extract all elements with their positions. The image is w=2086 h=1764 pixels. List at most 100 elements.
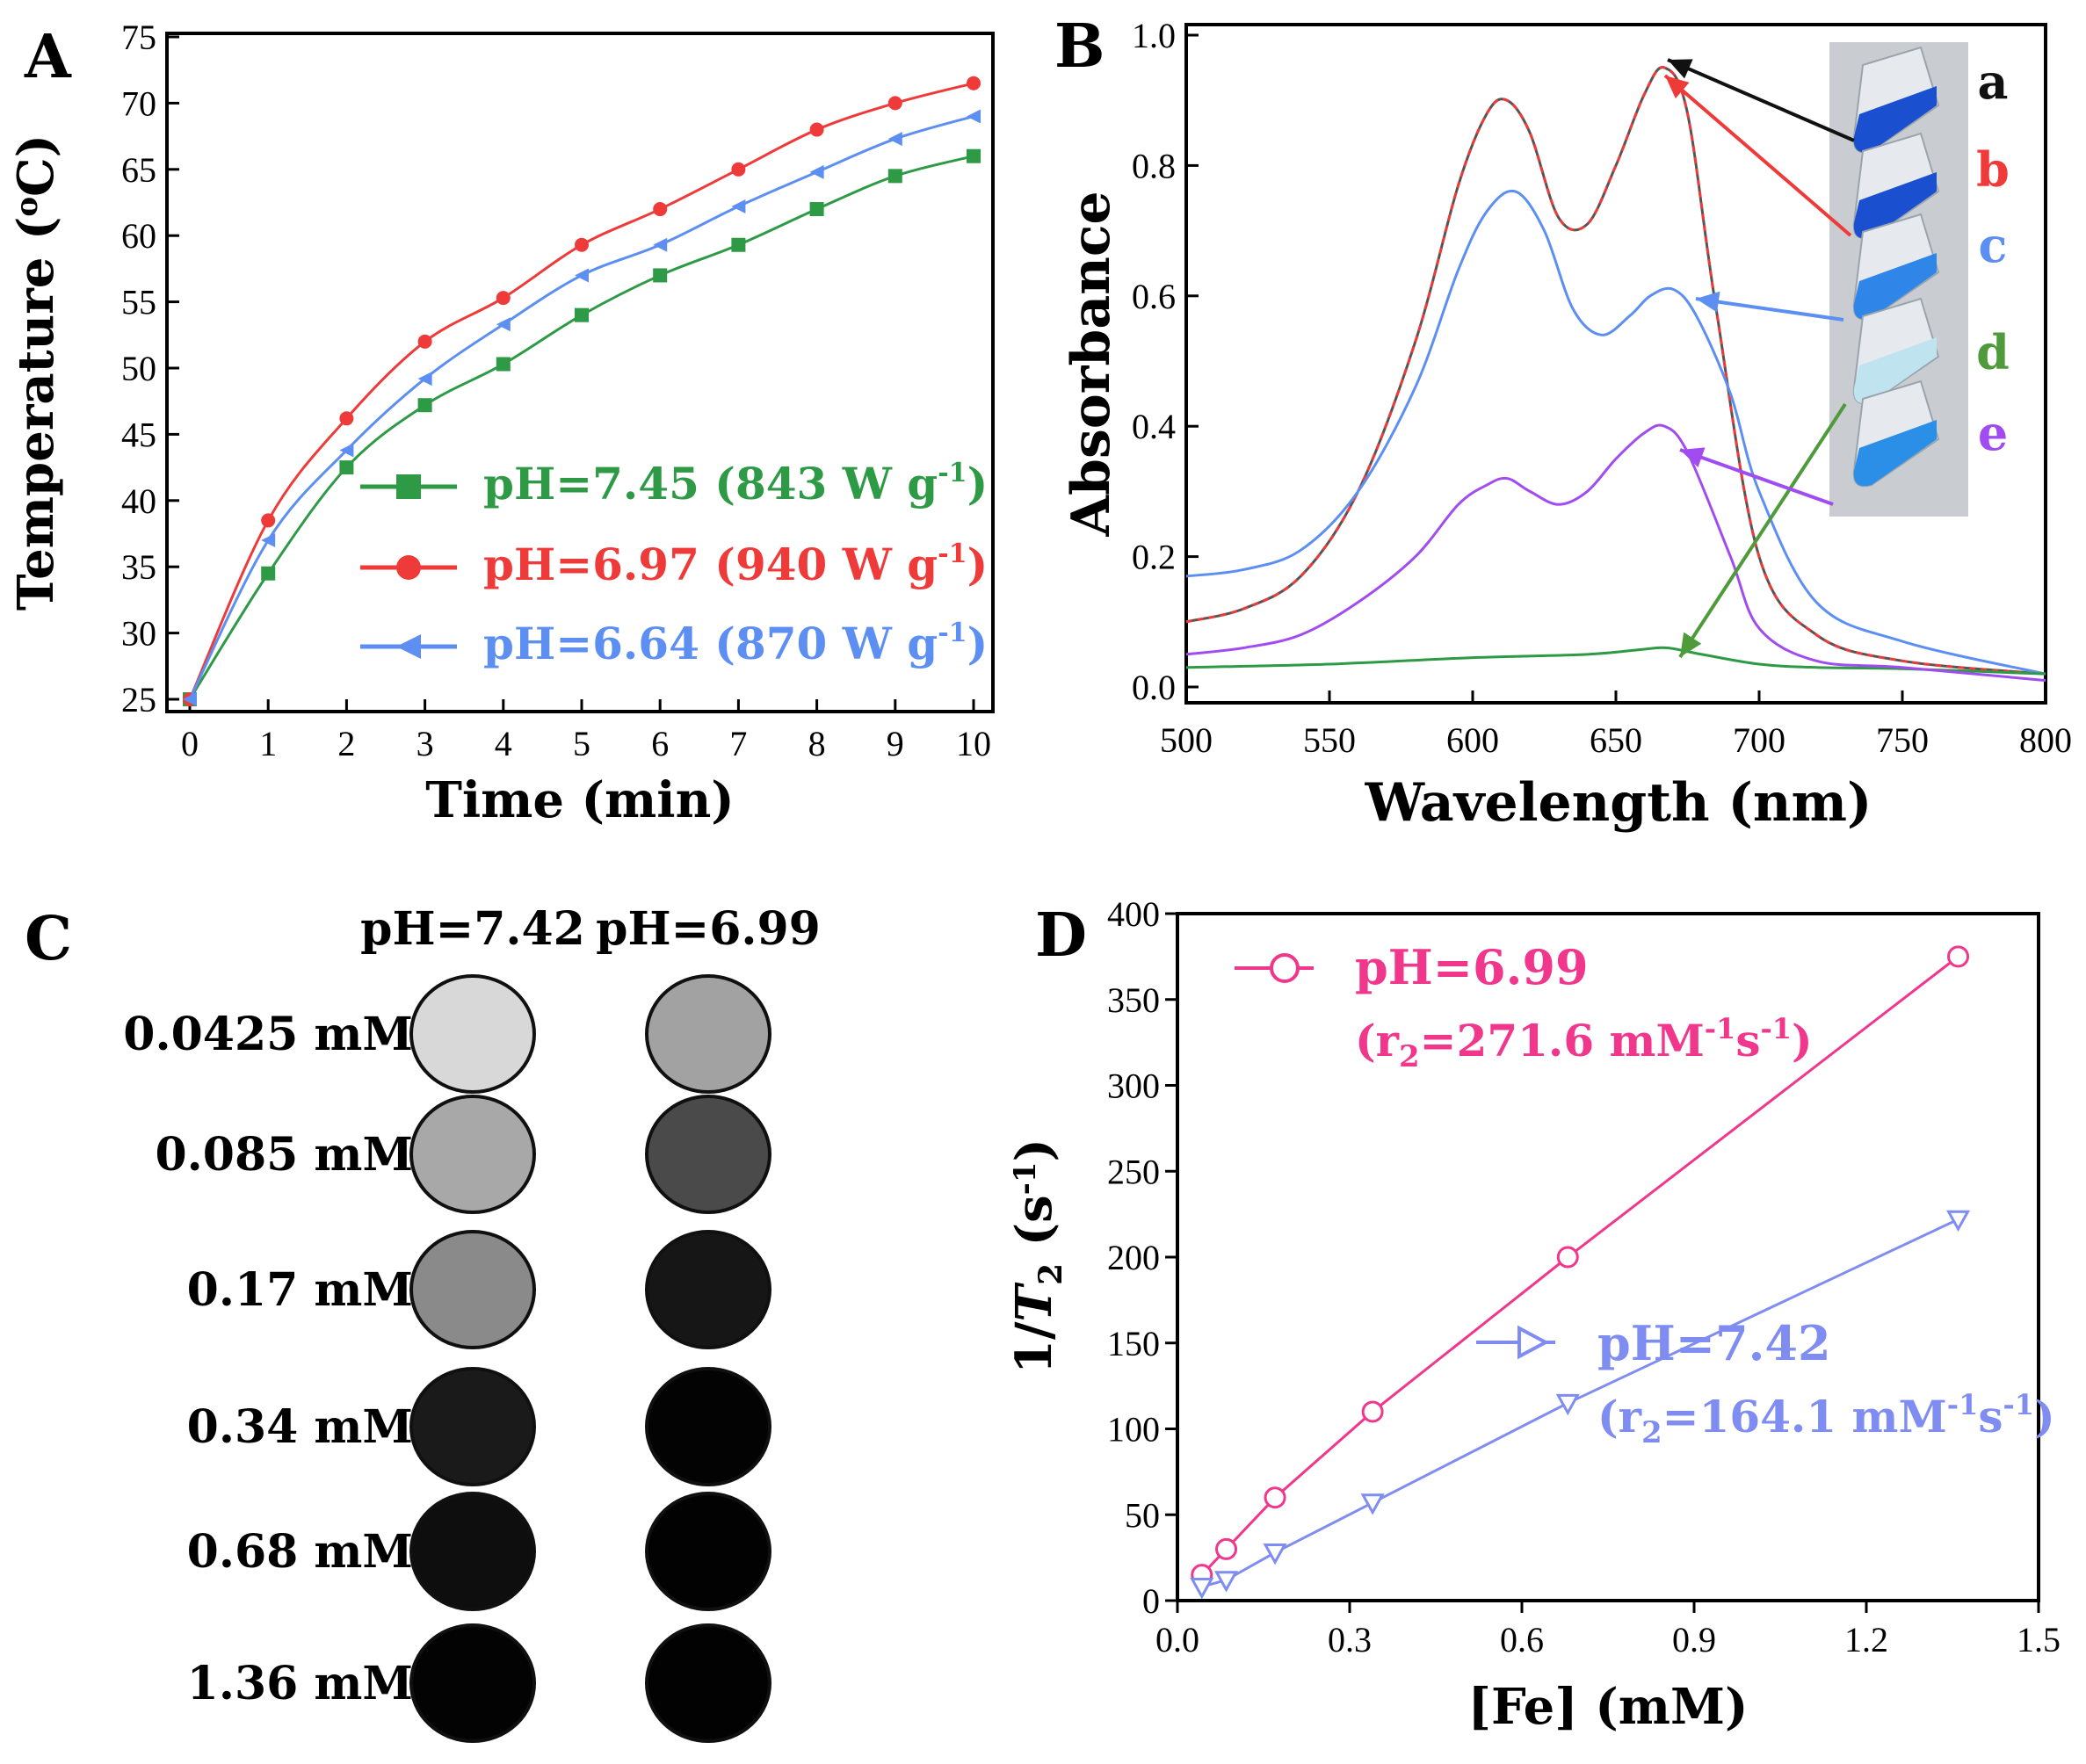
a-data-point — [417, 372, 432, 387]
a-data-point — [496, 291, 511, 306]
d-ytick-label: 300 — [1107, 1066, 1160, 1106]
a-ytick-label: 30 — [121, 614, 156, 654]
d-data-point — [1947, 945, 1970, 968]
chart-a-ylabel: Temperature (oC) — [7, 134, 65, 611]
mri-row-label: 0.34 mM — [187, 1400, 413, 1454]
b-xtick-label: 500 — [1160, 720, 1213, 760]
mri-spot-742 — [409, 1492, 536, 1611]
d-ytick-label: 50 — [1125, 1495, 1160, 1535]
a-series-line-0 — [188, 155, 974, 700]
b-series-line-e — [1185, 423, 2046, 683]
mri-spot-742 — [409, 1623, 536, 1743]
arrow-head-4 — [1680, 447, 1706, 468]
d-xtick-label: 0.9 — [1672, 1620, 1716, 1659]
a-ytick-label: 60 — [121, 216, 156, 256]
chart-a-xlabel: Time (min) — [425, 771, 735, 829]
chart-d: D 0.0 0.3 0.6 0.9 1.2 1.5 0 50 100 150 200 250 300 3… — [1005, 894, 2061, 1736]
a-data-point — [261, 566, 276, 581]
mri-spot-699 — [645, 1623, 771, 1743]
d-data-point — [1945, 1210, 1971, 1233]
mri-spot-742 — [409, 1367, 536, 1486]
chart-a-frame — [165, 32, 995, 713]
vial-liquid — [1853, 420, 1937, 487]
chart-a-y-ticks: 25 30 35 40 45 50 55 60 65 70 75 — [121, 18, 179, 719]
a-xtick-label: 1 — [259, 724, 277, 763]
chart-d-ylabel: 1/T2 (s-1) — [1005, 1139, 1069, 1374]
b-xtick-label: 550 — [1303, 720, 1356, 760]
a-data-point — [731, 237, 746, 252]
chart-b-arrows — [1663, 58, 1855, 659]
vial-e — [1852, 380, 1940, 488]
chart-a-legend: pH=7.45 (843 W g-1) pH=6.97 (940 W g-1) pH… — [360, 458, 988, 669]
mri-column-ph-699: pH=6.99 — [596, 902, 821, 956]
arrow-line-2 — [1695, 297, 1844, 322]
a-data-point — [967, 148, 981, 163]
a-ytick-label: 45 — [121, 415, 156, 454]
b-ytick-label: 0.8 — [1132, 146, 1176, 185]
a-data-point — [731, 162, 746, 177]
chart-a-series — [183, 76, 981, 706]
mri-row-label: 0.17 mM — [187, 1263, 413, 1317]
a-xtick-label: 2 — [337, 724, 355, 763]
mri-rows: 0.0425 mM 0.085 mM 0.17 mM 0.34 mM 0.68 mM 1.… — [123, 974, 771, 1743]
a-data-point — [809, 164, 824, 179]
mri-spot-742 — [409, 974, 536, 1094]
a-data-point — [887, 132, 902, 147]
a-data-point — [653, 268, 668, 283]
mri-panel-c: C pH=7.42 pH=6.99 0.0425 mM 0.085 mM 0.17 … — [25, 902, 821, 1743]
mri-column-ph-742: pH=7.42 — [360, 902, 585, 956]
a-data-point — [967, 76, 981, 90]
vial-a — [1852, 46, 1940, 154]
d-ytick-label: 200 — [1107, 1238, 1160, 1277]
panel-label-c: C — [25, 904, 72, 974]
a-data-point — [809, 202, 824, 217]
a-legend-marker — [396, 474, 421, 499]
a-data-point — [261, 533, 276, 548]
d-data-point — [1215, 1537, 1238, 1560]
arrow-line-1 — [1663, 74, 1852, 237]
a-data-point — [887, 96, 902, 111]
arrow-head-2 — [1696, 291, 1720, 313]
mri-spot-699 — [645, 1492, 771, 1611]
a-xtick-label: 6 — [651, 724, 669, 763]
d-xtick-label: 0.0 — [1155, 1620, 1199, 1659]
chart-b-x-ticks: 500 550 600 650 700 750 800 — [1160, 690, 2072, 760]
d-ytick-label: 400 — [1107, 894, 1160, 934]
arrow-head-0 — [1668, 59, 1693, 79]
panel-label-d: D — [1035, 900, 1087, 971]
a-data-point — [417, 334, 432, 349]
a-data-point — [653, 202, 668, 217]
mri-spot-699 — [645, 1230, 771, 1349]
a-data-point — [496, 317, 511, 332]
vial-d — [1852, 297, 1940, 405]
vial-photo-inset — [1829, 42, 1968, 517]
a-data-point — [887, 169, 902, 184]
vial-label-b: b — [1976, 141, 2010, 198]
mri-row-label: 0.0425 mM — [123, 1008, 413, 1061]
vial-label-a: a — [1978, 54, 2009, 110]
a-legend-marker — [396, 555, 421, 580]
a-xtick-label: 3 — [416, 724, 434, 763]
a-data-point — [261, 513, 276, 528]
vial-label-d: d — [1976, 324, 2010, 380]
mri-spot-699 — [645, 1367, 771, 1486]
d-legend-label-1: pH=7.42 — [1597, 1315, 1831, 1371]
a-data-point — [339, 443, 354, 458]
mri-spot-699 — [645, 1095, 771, 1214]
d-ytick-label: 100 — [1107, 1410, 1160, 1450]
d-legend-slope-0: (r2=271.6 mM-1s-1) — [1355, 1012, 1813, 1074]
d-ytick-label: 0 — [1142, 1581, 1160, 1621]
a-xtick-label: 5 — [573, 724, 590, 763]
d-xtick-label: 0.6 — [1500, 1620, 1544, 1659]
b-ytick-label: 0.6 — [1132, 277, 1176, 316]
a-ytick-label: 75 — [121, 18, 156, 57]
a-data-point — [575, 237, 589, 252]
b-xtick-label: 650 — [1590, 720, 1642, 760]
a-xtick-label: 4 — [495, 724, 512, 763]
panel-label-b: B — [1054, 11, 1105, 82]
mri-spot-699 — [645, 974, 771, 1094]
d-legend-slope-1: (r2=164.1 mM-1s-1) — [1597, 1388, 2055, 1450]
b-series-line-b — [1185, 66, 2046, 676]
